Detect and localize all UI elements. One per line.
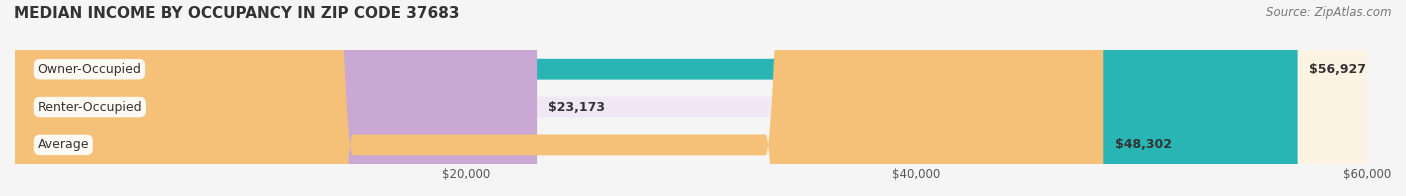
FancyBboxPatch shape (15, 0, 1367, 196)
FancyBboxPatch shape (15, 0, 1298, 196)
Text: Source: ZipAtlas.com: Source: ZipAtlas.com (1267, 6, 1392, 19)
Text: $23,173: $23,173 (548, 101, 606, 113)
Text: Average: Average (38, 138, 89, 151)
FancyBboxPatch shape (15, 0, 1367, 196)
Text: $48,302: $48,302 (1115, 138, 1171, 151)
Text: Owner-Occupied: Owner-Occupied (38, 63, 142, 76)
Text: MEDIAN INCOME BY OCCUPANCY IN ZIP CODE 37683: MEDIAN INCOME BY OCCUPANCY IN ZIP CODE 3… (14, 6, 460, 21)
FancyBboxPatch shape (15, 0, 1104, 196)
FancyBboxPatch shape (15, 0, 537, 196)
Text: $56,927: $56,927 (1309, 63, 1365, 76)
Text: Renter-Occupied: Renter-Occupied (38, 101, 142, 113)
FancyBboxPatch shape (15, 0, 1367, 196)
